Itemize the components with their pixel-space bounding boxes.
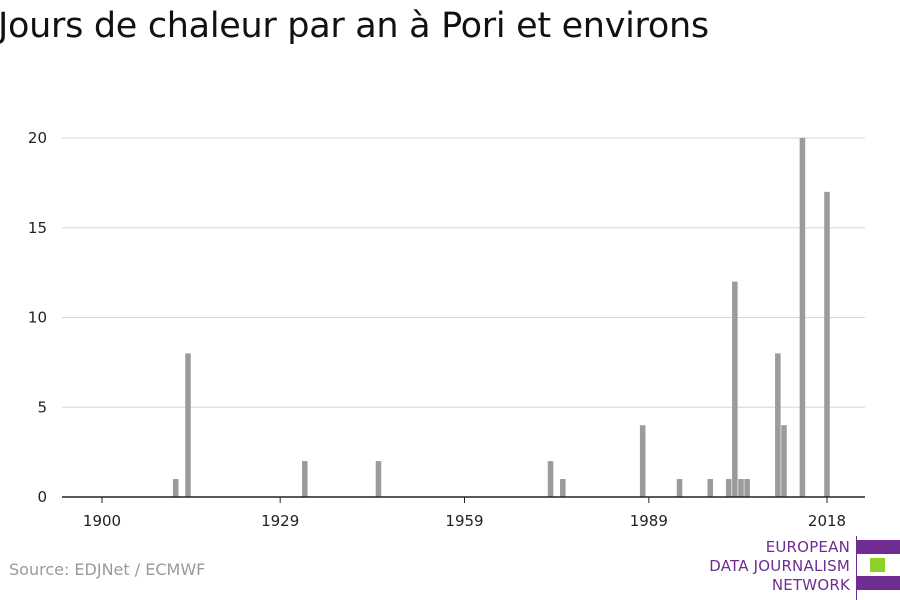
bar-1994 bbox=[676, 479, 683, 497]
bar-2004 bbox=[738, 479, 744, 497]
chart-title: Jours de chaleur par an à Pori et enviro… bbox=[0, 6, 709, 46]
bar-1999 bbox=[707, 479, 714, 497]
logo-bar-purple-top bbox=[857, 540, 900, 554]
bar-2010 bbox=[775, 353, 781, 497]
y-tick-label: 0 bbox=[37, 488, 47, 506]
bar-1912 bbox=[172, 479, 179, 497]
x-tick-label: 1989 bbox=[630, 512, 668, 530]
logo-bar-purple-bottom bbox=[857, 576, 900, 590]
y-tick-label: 20 bbox=[28, 129, 47, 147]
bars bbox=[172, 138, 830, 497]
bar-2018 bbox=[824, 191, 830, 497]
edjnet-logo: EUROPEAN DATA JOURNALISM NETWORK bbox=[700, 536, 900, 600]
x-tick-label: 1929 bbox=[261, 512, 299, 530]
bar-1975 bbox=[560, 479, 566, 497]
logo-line-3: NETWORK bbox=[771, 576, 850, 594]
y-tick-label: 15 bbox=[28, 219, 47, 237]
bar-1973 bbox=[547, 461, 554, 497]
bar-1933 bbox=[301, 461, 308, 497]
source-note: Source: EDJNet / ECMWF bbox=[9, 560, 206, 579]
x-tick-label: 1959 bbox=[445, 512, 483, 530]
logo-line-2: DATA JOURNALISM bbox=[709, 557, 850, 575]
gridlines bbox=[62, 137, 865, 408]
y-axis-ticks: 0 5 10 15 20 bbox=[28, 129, 47, 506]
logo-bar-green bbox=[870, 558, 885, 572]
logo-line-1: EUROPEAN bbox=[765, 538, 850, 556]
y-tick-label: 5 bbox=[37, 398, 47, 416]
bar-1988 bbox=[639, 425, 646, 497]
bar-2014 bbox=[799, 138, 806, 497]
logo-divider bbox=[856, 536, 857, 600]
x-axis-ticks: 1900 1929 1959 1989 2018 bbox=[83, 497, 846, 530]
bar-1945 bbox=[375, 461, 382, 497]
x-tick-label: 2018 bbox=[808, 512, 846, 530]
bar-1914 bbox=[185, 353, 191, 497]
bar-2011 bbox=[781, 425, 787, 497]
bar-2003 bbox=[732, 281, 738, 497]
bar-2002 bbox=[725, 479, 732, 497]
bar-2005 bbox=[744, 479, 750, 497]
y-tick-label: 10 bbox=[28, 309, 47, 327]
x-tick-label: 1900 bbox=[83, 512, 121, 530]
